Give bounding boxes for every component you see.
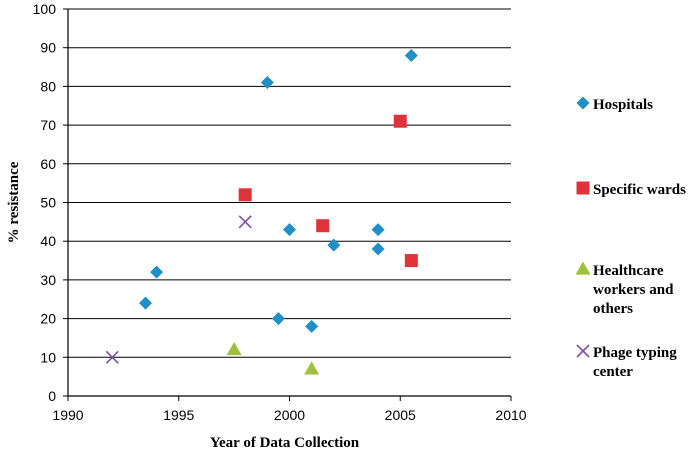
point-healthcare-workers-and-others-1 <box>304 361 320 375</box>
legend-marker-phage-typing-center <box>576 344 590 358</box>
x-tick-label-1995: 1995 <box>163 407 194 423</box>
legend-marker-specific-wards <box>576 181 590 195</box>
x-tick-labels: 1990 1995 2000 2005 2010 <box>52 407 526 423</box>
axes <box>63 8 512 401</box>
y-tick-label-0: 0 <box>48 388 56 404</box>
legend-item-hospitals: Hospitals <box>576 96 653 113</box>
point-phage-typing-center-1 <box>238 215 252 229</box>
y-tick-label-90: 90 <box>40 40 56 56</box>
point-specific-wards-2 <box>393 114 407 128</box>
legend-label-specific-wards: Specific wards <box>593 182 686 198</box>
x-tick-label-2000: 2000 <box>274 407 305 423</box>
legend-label-line-0: Hospitals <box>593 97 653 113</box>
legend: Hospitals Specific wards Healthcare workers… <box>575 96 686 380</box>
y-tick-label-100: 100 <box>33 1 57 17</box>
gridlines <box>68 8 511 358</box>
legend-marker-healthcare-workers-and-others <box>575 261 591 275</box>
point-specific-wards-1 <box>316 219 330 233</box>
legend-marker-hospitals <box>576 96 590 110</box>
point-specific-wards-0 <box>238 188 252 202</box>
point-specific-wards-3 <box>404 254 418 268</box>
legend-label-line-0: Specific wards <box>593 182 686 198</box>
x-tick-label-2005: 2005 <box>385 407 416 423</box>
x-tick-label-1990: 1990 <box>52 407 83 423</box>
x-tick-label-2010: 2010 <box>495 407 526 423</box>
y-tick-label-20: 20 <box>40 311 56 327</box>
y-tick-label-50: 50 <box>40 195 56 211</box>
point-hospitals-8 <box>371 242 385 256</box>
legend-label-healthcare-workers-and-others: Healthcare workers and others <box>593 263 674 317</box>
data-points <box>105 48 418 375</box>
point-hospitals-4 <box>283 223 296 237</box>
y-tick-label-30: 30 <box>40 272 56 288</box>
legend-label-line-0: Healthcare <box>593 263 664 279</box>
legend-item-specific-wards: Specific wards <box>576 181 686 198</box>
point-hospitals-9 <box>404 48 418 62</box>
y-tick-label-80: 80 <box>40 78 56 94</box>
legend-label-line-2: others <box>593 301 633 317</box>
y-tick-label-10: 10 <box>40 349 56 365</box>
point-hospitals-7 <box>371 223 385 237</box>
y-axis-title: % resistance <box>6 161 22 243</box>
y-tick-label-40: 40 <box>40 233 56 249</box>
point-hospitals-3 <box>271 312 285 326</box>
legend-item-phage-typing-center: Phage typing center <box>576 344 677 380</box>
legend-item-healthcare-workers-and-others: Healthcare workers and others <box>575 261 674 317</box>
y-tick-label-60: 60 <box>40 156 56 172</box>
y-tick-label-70: 70 <box>40 117 56 133</box>
x-axis-title: Year of Data Collection <box>210 435 360 451</box>
point-phage-typing-center-1-stroke-b <box>238 215 252 229</box>
y-tick-labels: 0 10 20 30 40 50 60 70 80 90 100 <box>33 1 57 404</box>
legend-label-phage-typing-center: Phage typing center <box>593 345 677 380</box>
legend-label-line-0: Phage typing <box>593 345 677 361</box>
point-hospitals-6 <box>327 238 341 252</box>
point-hospitals-1 <box>150 265 164 279</box>
legend-label-line-1: center <box>593 364 633 380</box>
point-phage-typing-center-0 <box>105 350 119 364</box>
point-hospitals-5 <box>305 319 319 333</box>
point-hospitals-2 <box>260 76 274 90</box>
legend-marker-phage-typing-center-stroke-b <box>576 344 590 358</box>
legend-label-hospitals: Hospitals <box>593 97 653 113</box>
point-phage-typing-center-0-stroke-b <box>105 350 119 364</box>
point-healthcare-workers-and-others-0 <box>226 342 242 356</box>
legend-label-line-1: workers and <box>593 282 674 298</box>
point-hospitals-0 <box>139 296 153 310</box>
